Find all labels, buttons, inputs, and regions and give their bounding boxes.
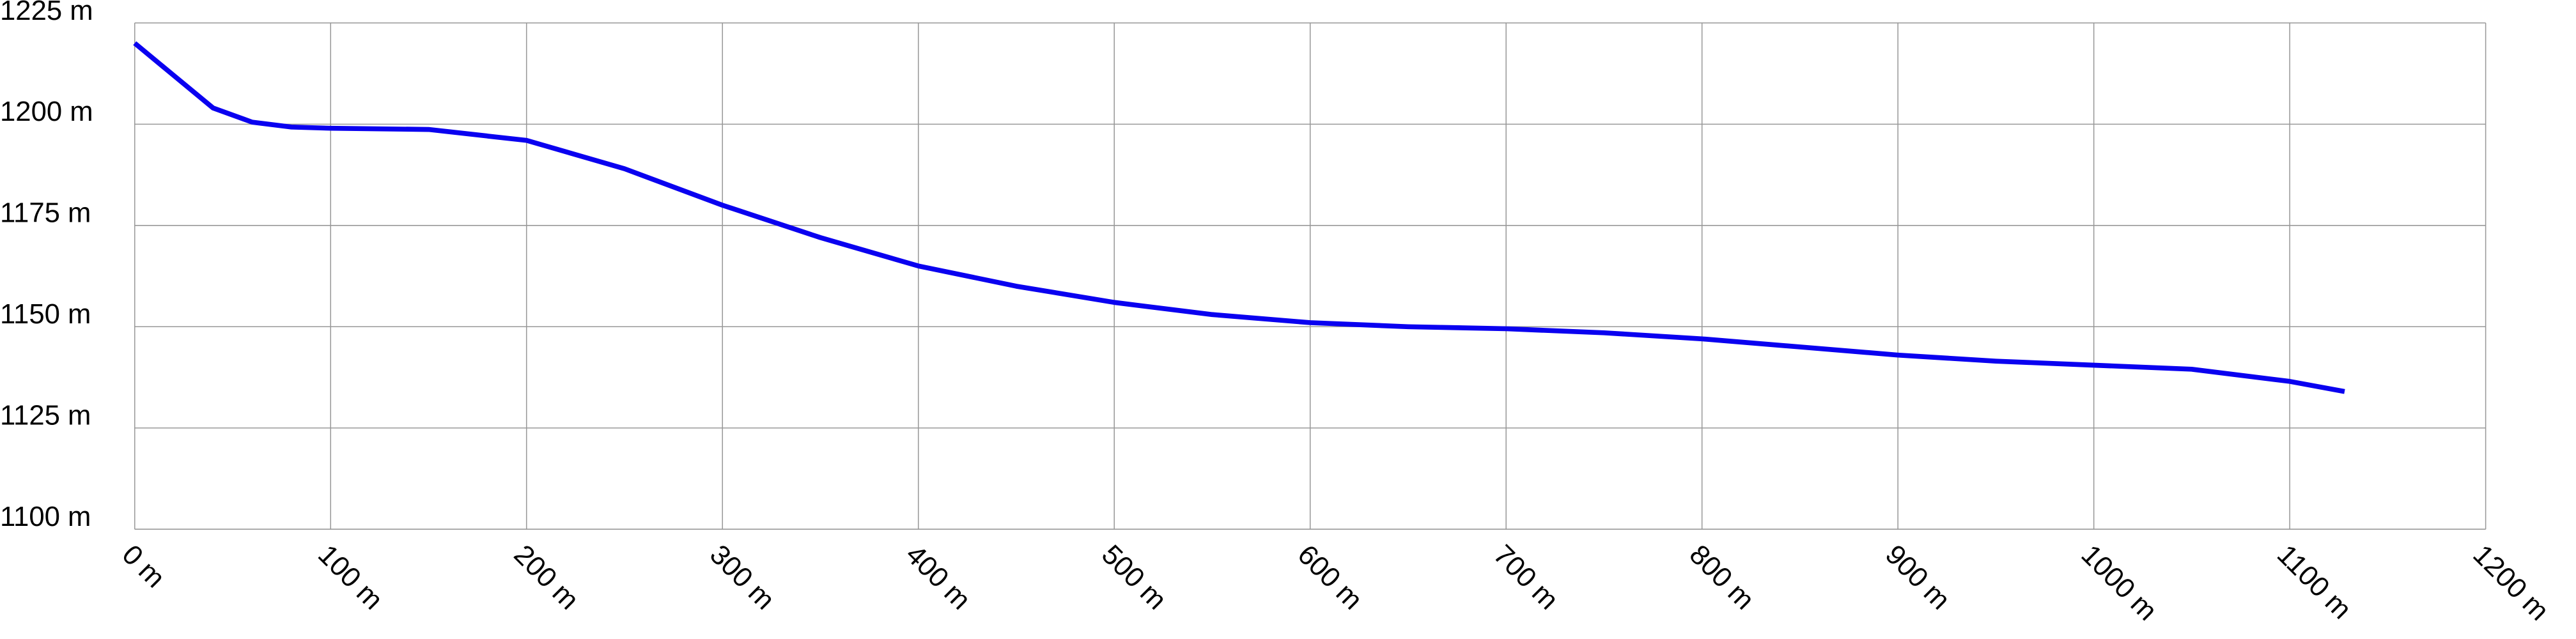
y-tick-label: 1150 m <box>0 298 91 330</box>
elevation-line <box>133 41 2345 394</box>
x-tick-label: 1200 m <box>2467 539 2555 626</box>
y-tick-label: 1125 m <box>0 400 91 431</box>
y-tick-label: 1175 m <box>0 197 91 229</box>
x-tick-label: 100 m <box>312 539 389 615</box>
x-tick-label: 400 m <box>900 539 977 615</box>
x-tick-label: 200 m <box>508 539 586 615</box>
x-tick-label: 600 m <box>1292 539 1369 615</box>
x-tick-label: 1100 m <box>2271 539 2357 625</box>
y-tick-label: 1200 m <box>0 96 93 127</box>
x-tick-label: 900 m <box>1879 539 1957 615</box>
x-tick-label: 1000 m <box>2075 539 2163 626</box>
y-tick-label: 1100 m <box>0 501 91 532</box>
x-tick-label: 800 m <box>1684 539 1761 615</box>
x-tick-label: 500 m <box>1096 539 1173 615</box>
x-tick-label: 0 m <box>116 539 171 594</box>
x-tick-label: 700 m <box>1487 539 1565 615</box>
y-tick-label: 1225 m <box>0 0 93 26</box>
x-tick-label: 300 m <box>704 539 781 615</box>
